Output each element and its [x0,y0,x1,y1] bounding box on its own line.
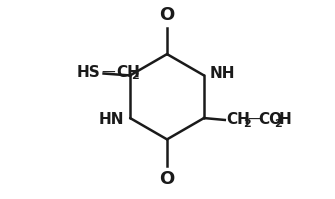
Text: 2: 2 [131,71,139,81]
Text: HN: HN [99,112,124,127]
Text: CH: CH [227,112,251,127]
Text: O: O [159,6,175,24]
Text: CH: CH [116,65,140,80]
Text: H: H [279,112,291,127]
Text: CO: CO [258,112,282,127]
Text: 2: 2 [274,119,282,129]
Text: NH: NH [210,66,235,81]
Text: O: O [159,170,175,188]
Text: 2: 2 [243,119,251,129]
Text: —: — [248,113,261,127]
Text: —: — [102,66,116,80]
Text: HS: HS [77,65,101,80]
